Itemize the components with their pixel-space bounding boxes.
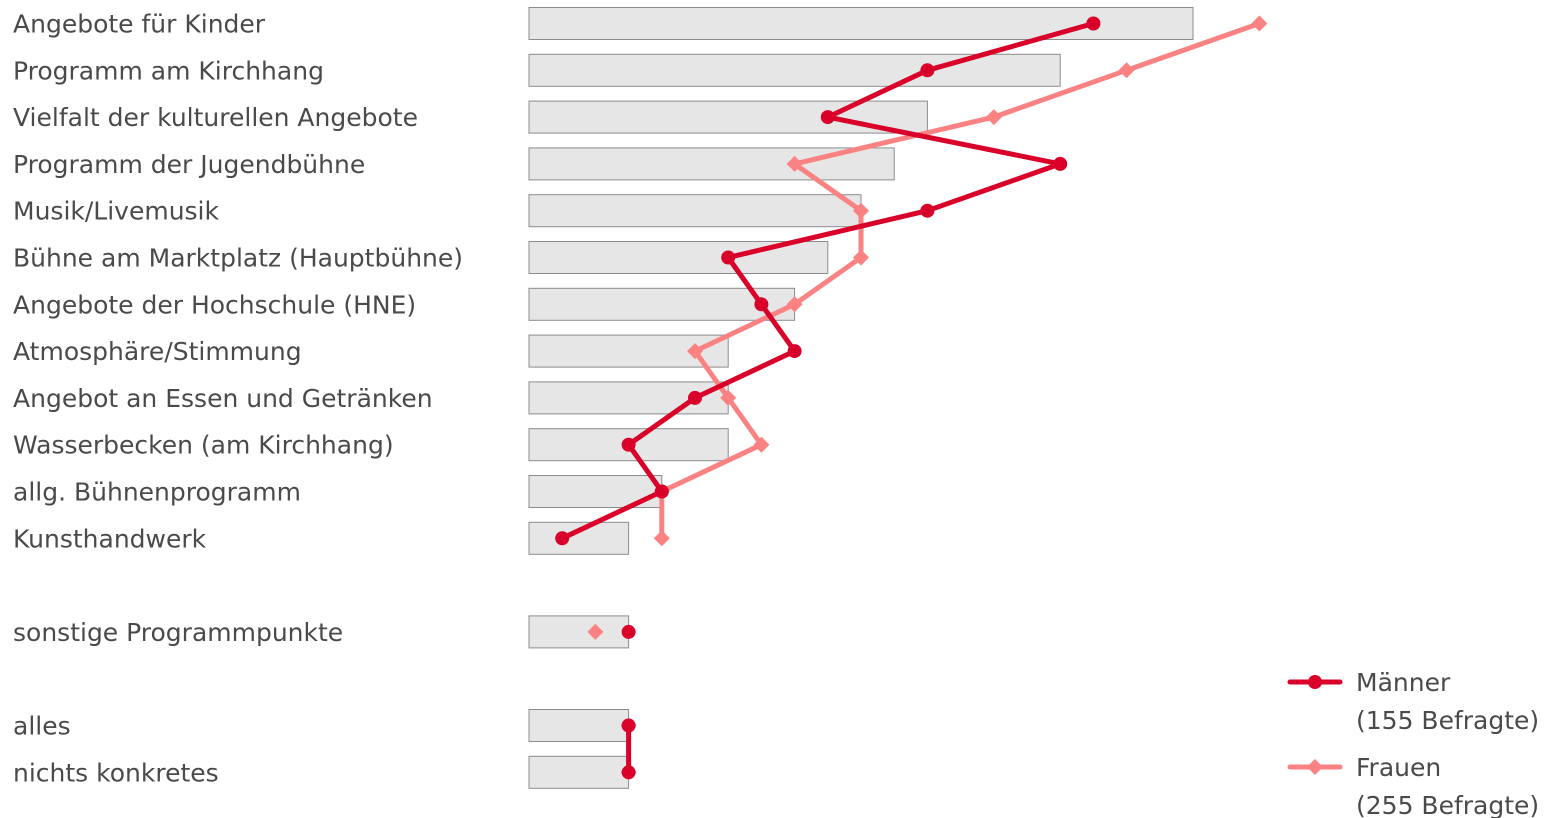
point <box>621 437 636 452</box>
legend: Männer (155 Befragte) Frauen (255 Befragte) <box>1287 668 1539 818</box>
bar <box>528 709 630 742</box>
legend-sublabel: (255 Befragte) <box>1356 791 1539 818</box>
point <box>621 624 636 639</box>
bar <box>528 287 796 321</box>
point <box>753 436 770 453</box>
category-label: Angebot an Essen und Getränken <box>13 384 433 413</box>
category-label: Angebote der Hochschule (HNE) <box>13 290 416 319</box>
point <box>621 765 636 780</box>
bar <box>528 615 630 649</box>
point <box>985 109 1002 126</box>
legend-item: Männer (155 Befragte) <box>1287 668 1539 735</box>
point <box>654 484 669 499</box>
series-line <box>659 21 1262 541</box>
point <box>786 155 803 172</box>
point <box>754 297 769 312</box>
point <box>1307 759 1323 775</box>
category-label: Angebote für Kinder <box>13 10 266 39</box>
point <box>853 249 869 266</box>
category-label: alles <box>13 712 71 741</box>
point <box>1053 156 1068 171</box>
point <box>721 250 736 265</box>
bar <box>528 7 1194 40</box>
category-labels: Angebote für Kinder Programm am Kirchhang… <box>13 10 463 788</box>
category-label: Atmosphäre/Stimmung <box>13 337 302 366</box>
series-maenner <box>555 16 1101 780</box>
bars-layer <box>528 7 1194 789</box>
point <box>720 389 737 406</box>
point <box>786 296 803 313</box>
point <box>687 343 703 360</box>
category-label: sonstige Programmpunkte <box>13 618 343 647</box>
bar <box>528 100 928 134</box>
category-label: allg. Bühnenprogramm <box>13 478 301 507</box>
point <box>1308 675 1322 689</box>
category-label: Kunsthandwerk <box>13 524 207 553</box>
category-label: Vielfalt der kulturellen Angebote <box>13 103 418 132</box>
bar <box>528 53 1061 87</box>
point <box>1086 16 1101 31</box>
series-line <box>559 21 1096 541</box>
bar <box>528 521 630 555</box>
legend-label: Frauen <box>1356 753 1441 782</box>
bar <box>528 755 630 789</box>
category-label: Bühne am Marktplatz (Hauptbühne) <box>13 244 463 273</box>
legend-sublabel: (155 Befragte) <box>1356 706 1539 735</box>
point <box>820 110 835 125</box>
bar <box>528 194 862 228</box>
point <box>920 203 935 218</box>
point <box>555 531 570 546</box>
category-label: Musik/Livemusik <box>13 197 220 226</box>
category-label: nichts konkretes <box>13 758 219 787</box>
point <box>920 63 935 78</box>
point <box>1251 15 1268 32</box>
legend-item: Frauen (255 Befragte) <box>1287 753 1539 818</box>
category-label: Programm am Kirchhang <box>13 56 324 85</box>
category-label: Programm der Jugendbühne <box>13 150 365 179</box>
point <box>688 390 702 405</box>
point <box>787 344 802 359</box>
point <box>853 202 869 219</box>
point <box>621 718 636 733</box>
point <box>653 530 670 547</box>
category-label: Wasserbecken (am Kirchhang) <box>13 431 394 460</box>
series-lines <box>555 15 1268 781</box>
point <box>1118 62 1135 79</box>
point <box>587 623 604 640</box>
legend-label: Männer <box>1356 668 1451 697</box>
